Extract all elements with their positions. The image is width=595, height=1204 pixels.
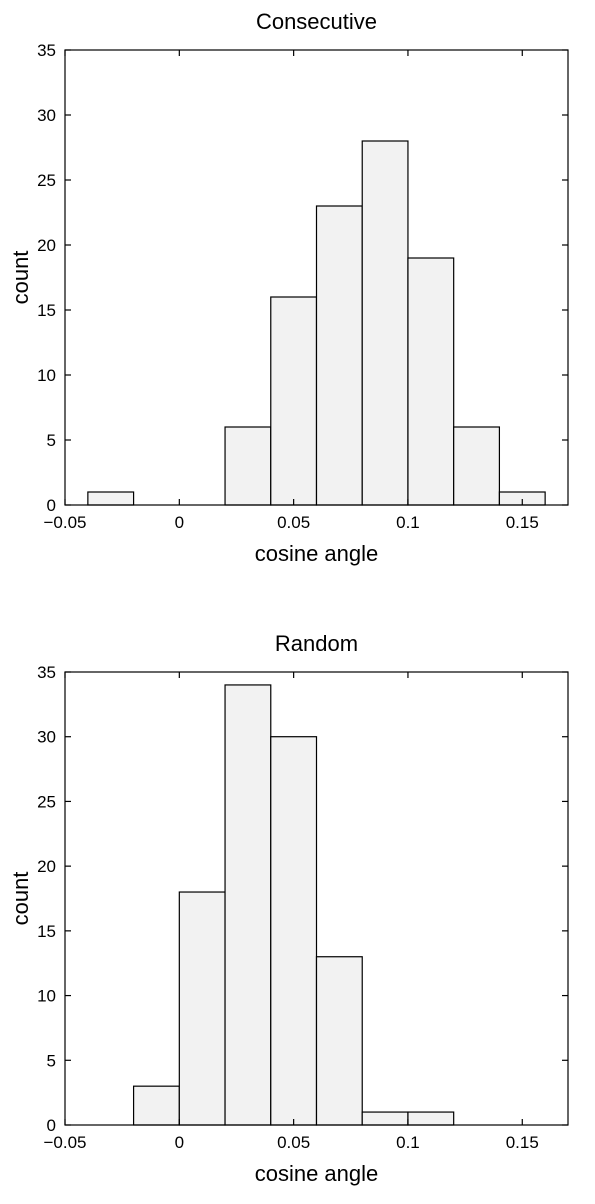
- histogram-bar: [270, 736, 318, 1126]
- x-tick-label: 0: [175, 1133, 184, 1152]
- y-tick-label: 20: [37, 236, 56, 255]
- chart-consecutive: −0.05 0 0.05 0.1 0.1505101520253035Consecuti…: [8, 9, 569, 566]
- histogram-bar: [315, 205, 363, 506]
- chart-random: −0.05 0 0.05 0.1 0.1505101520253035Randomcos…: [8, 631, 569, 1186]
- histogram-bar: [407, 1111, 455, 1126]
- x-tick-label: −0.05: [43, 513, 86, 532]
- x-tick-label: 0.15: [506, 1133, 539, 1152]
- y-tick-label: 10: [37, 987, 56, 1006]
- histogram-bar: [315, 956, 363, 1126]
- y-tick-label: 25: [37, 792, 56, 811]
- plot-frame: [64, 49, 569, 506]
- histogram-bar: [361, 1111, 409, 1126]
- y-axis-label: count: [8, 251, 33, 305]
- x-tick-label: 0: [175, 513, 184, 532]
- y-tick-label: 30: [37, 106, 56, 125]
- histogram-bar: [407, 257, 455, 506]
- x-axis-label: cosine angle: [255, 1161, 379, 1186]
- x-tick-label: 0.05: [277, 513, 310, 532]
- x-tick-label: 0.1: [396, 513, 420, 532]
- y-tick-label: 10: [37, 366, 56, 385]
- histogram-bar: [224, 426, 272, 506]
- x-tick-label: −0.05: [43, 1133, 86, 1152]
- y-tick-label: 35: [37, 41, 56, 60]
- histogram-bar: [361, 140, 409, 506]
- y-tick-label: 0: [47, 1116, 56, 1135]
- chart-title: Consecutive: [256, 9, 377, 34]
- y-tick-label: 15: [37, 922, 56, 941]
- chart-title: Random: [275, 631, 358, 656]
- histogram-bar: [453, 426, 501, 506]
- histogram-bar: [178, 891, 226, 1126]
- histogram-bar: [224, 684, 272, 1126]
- histogram-bar: [87, 491, 135, 506]
- x-tick-label: 0.05: [277, 1133, 310, 1152]
- x-axis-label: cosine angle: [255, 541, 379, 566]
- y-tick-label: 30: [37, 728, 56, 747]
- x-tick-label: 0.15: [506, 513, 539, 532]
- y-tick-label: 20: [37, 857, 56, 876]
- histogram-bar: [270, 296, 318, 506]
- y-axis-label: count: [8, 872, 33, 926]
- histogram-bar: [132, 1085, 180, 1126]
- y-tick-label: 5: [47, 1051, 56, 1070]
- y-tick-label: 15: [37, 301, 56, 320]
- x-tick-label: 0.1: [396, 1133, 420, 1152]
- y-tick-label: 5: [47, 431, 56, 450]
- y-tick-label: 25: [37, 171, 56, 190]
- plot-frame: [64, 671, 569, 1126]
- y-tick-label: 0: [47, 496, 56, 515]
- y-tick-label: 35: [37, 663, 56, 682]
